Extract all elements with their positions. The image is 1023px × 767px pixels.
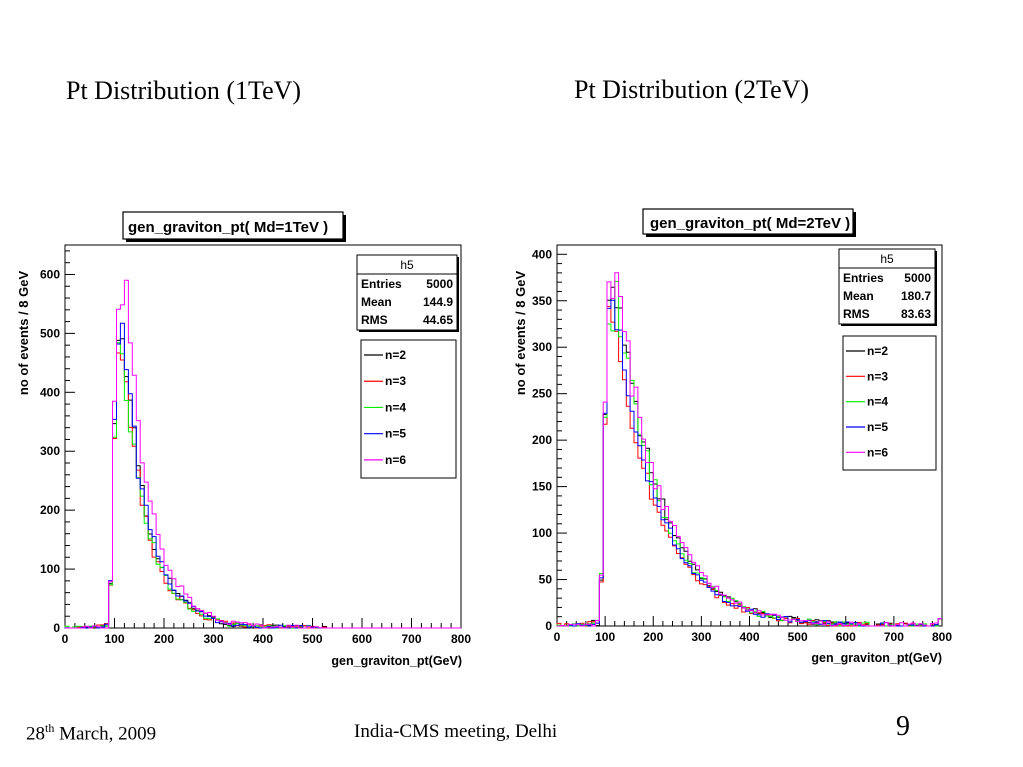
legend: n=2 n=3 n=4 n=5 n=6 bbox=[842, 335, 937, 471]
y-tick-label: 300 bbox=[40, 444, 60, 458]
legend-label: n=2 bbox=[867, 344, 888, 358]
chart-title-box bbox=[642, 208, 854, 235]
stats-label: Entries bbox=[843, 271, 884, 285]
x-tick-label: 600 bbox=[352, 632, 372, 646]
footer-date-suffix: th bbox=[45, 721, 55, 735]
stats-value: 44.65 bbox=[423, 313, 453, 327]
x-tick-label: 500 bbox=[788, 630, 808, 644]
legend-label: n=4 bbox=[867, 395, 888, 409]
legend-label: n=5 bbox=[385, 427, 406, 441]
x-tick-label: 600 bbox=[836, 630, 856, 644]
legend-label: n=3 bbox=[867, 369, 888, 383]
legend-label: n=3 bbox=[385, 374, 406, 388]
x-tick-label: 300 bbox=[691, 630, 711, 644]
x-tick-label: 0 bbox=[554, 630, 561, 644]
chart-title: gen_graviton_pt( Md=2TeV ) bbox=[650, 215, 850, 232]
stats-value: 180.7 bbox=[901, 289, 931, 303]
stats-box: h5 Entries 5000 Mean 180.7 RMS 83.63 bbox=[838, 248, 937, 326]
stats-value: 5000 bbox=[904, 271, 931, 285]
y-tick-label: 250 bbox=[532, 387, 552, 401]
legend-frame bbox=[360, 339, 457, 479]
x-axis-label: gen_graviton_pt(GeV) bbox=[331, 654, 462, 668]
legend-label: n=6 bbox=[385, 453, 406, 467]
stats-label: Entries bbox=[361, 277, 402, 291]
y-tick-label: 500 bbox=[40, 326, 60, 340]
stats-value: 83.63 bbox=[901, 307, 931, 321]
y-tick-label: 150 bbox=[532, 480, 552, 494]
x-tick-label: 500 bbox=[302, 632, 322, 646]
y-axis-label: no of events / 8 GeV bbox=[16, 271, 31, 396]
histogram-chart-1: gen_graviton_pt( Md=1TeV ) 0 100 200 300 400 5… bbox=[16, 211, 471, 668]
x-tick-label: 200 bbox=[154, 632, 174, 646]
histogram-chart-2: gen_graviton_pt( Md=2TeV ) 0 100 200 300 400 5… bbox=[513, 208, 952, 665]
legend-label: n=6 bbox=[867, 445, 888, 459]
x-axis-label: gen_graviton_pt(GeV) bbox=[811, 651, 942, 665]
stats-label: Mean bbox=[843, 289, 874, 303]
legend-frame bbox=[842, 335, 937, 471]
x-tick-label: 400 bbox=[739, 630, 759, 644]
y-tick-label: 350 bbox=[532, 294, 552, 308]
y-tick-label: 0 bbox=[53, 621, 60, 635]
stats-name: h5 bbox=[880, 252, 894, 266]
y-axis-label: no of events / 8 GeV bbox=[513, 271, 528, 396]
stats-box-frame bbox=[356, 254, 458, 331]
histogram-series-n-6 bbox=[65, 279, 461, 629]
slide-title-left: Pt Distribution (1TeV) bbox=[66, 76, 302, 105]
chart-title: gen_graviton_pt( Md=1TeV ) bbox=[128, 219, 328, 236]
y-tick-label: 400 bbox=[532, 247, 552, 261]
x-tick-label: 800 bbox=[451, 632, 471, 646]
stats-value: 5000 bbox=[426, 277, 453, 291]
stats-value: 144.9 bbox=[423, 295, 453, 309]
x-tick-label: 300 bbox=[203, 632, 223, 646]
y-tick-label: 100 bbox=[532, 526, 552, 540]
y-tick-label: 600 bbox=[40, 267, 60, 281]
y-tick-label: 400 bbox=[40, 385, 60, 399]
footer-date: 28th March, 2009 bbox=[26, 721, 156, 745]
stats-label: RMS bbox=[361, 313, 388, 327]
slide-title-right: Pt Distribution (2TeV) bbox=[574, 75, 810, 104]
y-tick-label: 0 bbox=[545, 619, 552, 633]
histogram-series-n-6 bbox=[557, 272, 942, 627]
legend: n=2 n=3 n=4 n=5 n=6 bbox=[360, 339, 457, 479]
y-tick-label: 100 bbox=[40, 562, 60, 576]
x-tick-label: 100 bbox=[104, 632, 124, 646]
x-tick-label: 700 bbox=[401, 632, 421, 646]
footer-meeting: India-CMS meeting, Delhi bbox=[354, 721, 558, 742]
x-tick-label: 100 bbox=[595, 630, 615, 644]
footer-date-day: 28 bbox=[26, 723, 45, 745]
chart-title-box bbox=[122, 211, 344, 240]
x-tick-label: 200 bbox=[643, 630, 663, 644]
x-tick-label: 700 bbox=[884, 630, 904, 644]
stats-label: Mean bbox=[361, 295, 392, 309]
stats-label: RMS bbox=[843, 307, 870, 321]
legend-label: n=2 bbox=[385, 348, 406, 362]
stats-name: h5 bbox=[400, 258, 414, 272]
legend-label: n=5 bbox=[867, 420, 888, 434]
x-tick-label: 400 bbox=[253, 632, 273, 646]
y-tick-label: 300 bbox=[532, 340, 552, 354]
stats-box: h5 Entries 5000 Mean 144.9 RMS 44.65 bbox=[356, 254, 459, 332]
x-tick-label: 0 bbox=[62, 632, 69, 646]
y-tick-label: 200 bbox=[40, 503, 60, 517]
x-tick-label: 800 bbox=[932, 630, 952, 644]
legend-label: n=4 bbox=[385, 400, 406, 414]
stats-box-frame bbox=[838, 248, 936, 325]
page-number: 9 bbox=[896, 711, 910, 742]
footer-date-rest: March, 2009 bbox=[54, 723, 157, 745]
y-tick-label: 200 bbox=[532, 433, 552, 447]
y-tick-label: 50 bbox=[539, 573, 553, 587]
